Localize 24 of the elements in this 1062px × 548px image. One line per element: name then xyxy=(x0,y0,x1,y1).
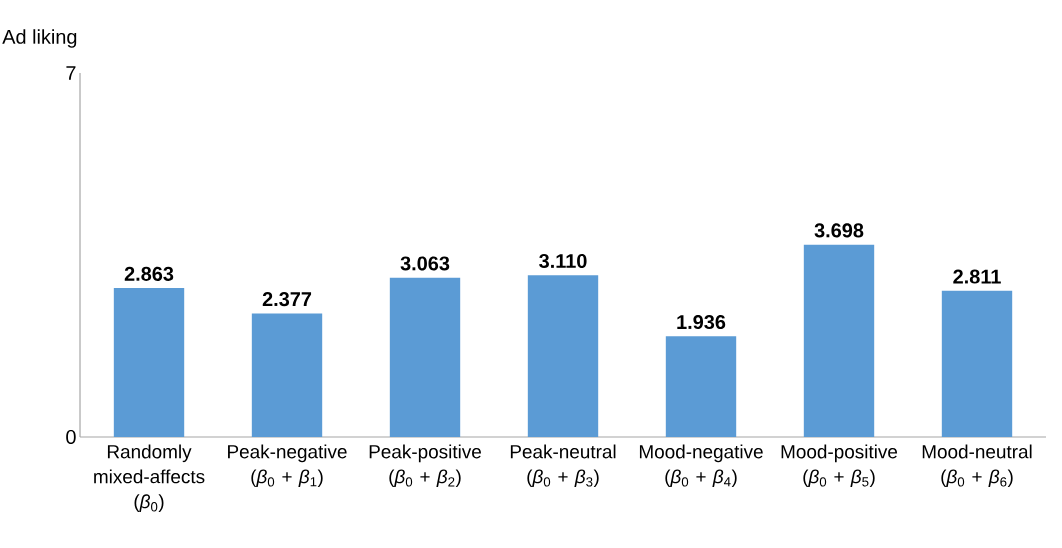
y-tick-label: 7 xyxy=(66,66,76,80)
bar xyxy=(803,244,875,437)
data-label: 3.698 xyxy=(814,223,864,238)
x-tick-label: Peak-positive (β$_{0}$ + β$_{2}$) xyxy=(369,444,481,488)
data-label: 3.110 xyxy=(539,253,587,269)
data-label: 3.063 xyxy=(400,256,450,271)
data-label: 1.936 xyxy=(677,314,726,330)
x-tick-label: Mood-positive (β$_{0}$ + β$_{5}$) xyxy=(781,444,898,488)
bar xyxy=(665,336,737,437)
x-tick-label: Mood-negative (β$_{0}$ + β$_{4}$) xyxy=(639,444,763,488)
data-label: 2.377 xyxy=(262,292,312,307)
y-axis-title: Ad liking xyxy=(2,29,77,48)
x-tick-label: Randomly mixed-affects (β$_{0}$) xyxy=(94,444,205,512)
y-tick-label: 0 xyxy=(66,429,76,445)
x-tick-label: Peak-negative (β$_{0}$ + β$_{1}$) xyxy=(228,444,347,488)
data-label: 2.811 xyxy=(953,269,1001,284)
x-tick-label: Peak-neutral (β$_{0}$ + β$_{3}$) xyxy=(510,444,616,488)
bar xyxy=(251,313,323,437)
bar xyxy=(113,288,185,437)
data-label: 2.863 xyxy=(124,266,174,281)
bar xyxy=(527,275,599,437)
x-tick-label: Mood-neutral (β$_{0}$ + β$_{6}$) xyxy=(922,444,1032,488)
bar xyxy=(941,290,1013,437)
bar xyxy=(389,277,461,437)
